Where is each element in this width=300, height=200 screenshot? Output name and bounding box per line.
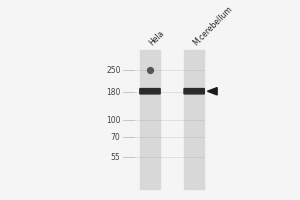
Bar — [184, 50, 205, 189]
Text: 55: 55 — [111, 153, 121, 162]
Point — [148, 68, 152, 71]
Text: 250: 250 — [106, 66, 121, 75]
Polygon shape — [207, 88, 217, 95]
FancyBboxPatch shape — [140, 89, 160, 94]
FancyBboxPatch shape — [184, 89, 204, 94]
Bar — [140, 50, 160, 189]
Text: 100: 100 — [106, 116, 121, 125]
Text: 70: 70 — [111, 133, 121, 142]
Text: Hela: Hela — [147, 28, 166, 47]
Text: 180: 180 — [106, 88, 121, 97]
Text: M.cerebellum: M.cerebellum — [191, 4, 234, 47]
